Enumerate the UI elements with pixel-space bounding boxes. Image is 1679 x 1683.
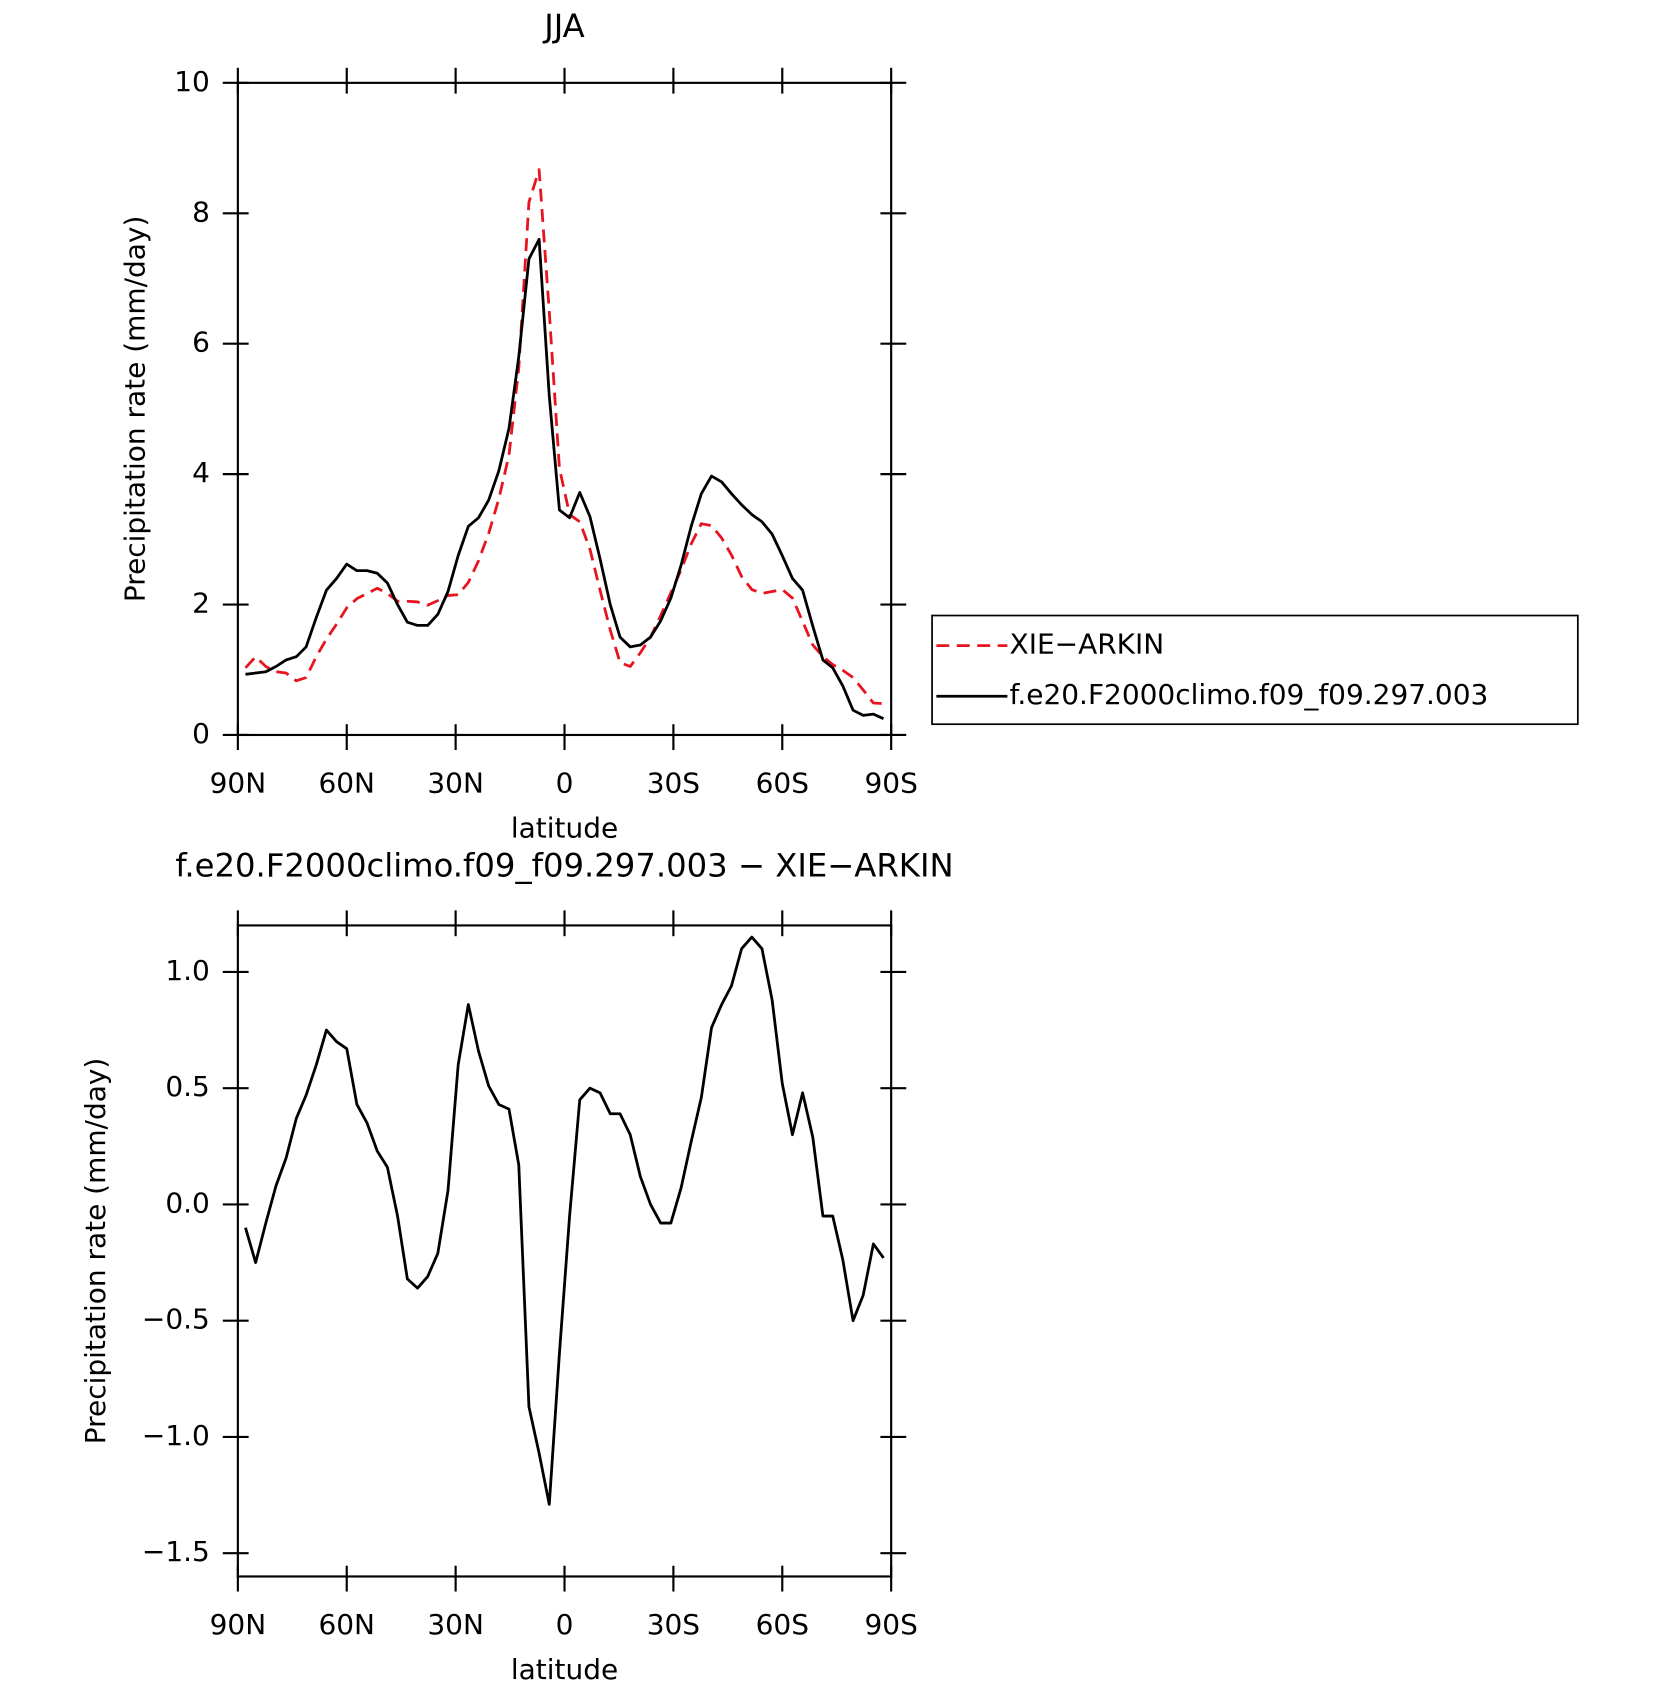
- x-axis-label: latitude: [511, 812, 618, 845]
- y-tick-label: 0: [192, 717, 210, 750]
- y-tick-label: 0.0: [165, 1186, 209, 1219]
- plot-frame: [236, 924, 893, 1578]
- y-tick-label: 0.5: [165, 1070, 209, 1103]
- x-tick-label: 30S: [647, 766, 700, 799]
- x-tick-label: 0: [556, 766, 574, 799]
- y-tick-label: 4: [192, 456, 210, 489]
- chart-title: f.e20.F2000climo.f09_f09.297.003 − XIE−A…: [175, 846, 953, 884]
- legend-box: [931, 614, 1579, 726]
- plot-frame: [236, 81, 893, 737]
- data-line: [244, 935, 885, 1506]
- y-tick-label: 6: [192, 326, 210, 359]
- y-tick-label: 10: [174, 65, 210, 98]
- x-tick-label: 90S: [864, 766, 917, 799]
- x-tick-label: 60S: [756, 766, 809, 799]
- y-tick-label: −0.5: [142, 1303, 210, 1336]
- y-axis-label: Precipitation rate (mm/day): [119, 216, 152, 603]
- x-tick-label: 90S: [864, 1608, 917, 1641]
- data-line: [244, 168, 884, 706]
- y-tick-label: 2: [192, 587, 210, 620]
- x-tick-label: 60N: [318, 1608, 375, 1641]
- x-tick-label: 60S: [756, 1608, 809, 1641]
- x-tick-label: 30S: [647, 1608, 700, 1641]
- x-tick-label: 0: [556, 1608, 574, 1641]
- legend-label: XIE−ARKIN: [1010, 628, 1165, 661]
- x-tick-label: 90N: [210, 766, 267, 799]
- data-line: [245, 237, 885, 720]
- y-tick-label: 8: [192, 195, 210, 228]
- x-tick-label: 90N: [210, 1608, 267, 1641]
- y-tick-label: −1.0: [142, 1419, 210, 1452]
- legend-label: f.e20.F2000climo.f09_f09.297.003: [1010, 678, 1489, 711]
- chart-title: JJA: [542, 7, 585, 45]
- x-tick-label: 30N: [427, 1608, 484, 1641]
- x-tick-label: 60N: [318, 766, 375, 799]
- y-axis-label: Precipitation rate (mm/day): [79, 1058, 112, 1445]
- y-tick-label: 1.0: [165, 954, 209, 987]
- y-tick-label: −1.5: [142, 1535, 210, 1568]
- x-axis-label: latitude: [511, 1653, 618, 1683]
- x-tick-label: 30N: [427, 766, 484, 799]
